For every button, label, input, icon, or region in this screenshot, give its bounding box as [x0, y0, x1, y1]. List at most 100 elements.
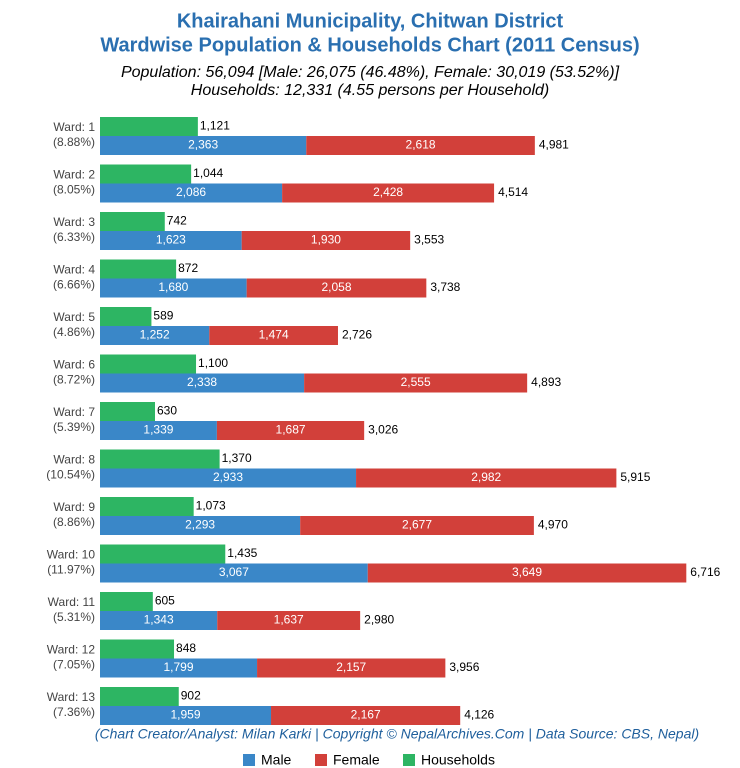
- total-label: 5,915: [620, 470, 650, 484]
- category-share: (4.86%): [53, 325, 95, 339]
- total-label: 3,026: [368, 423, 398, 437]
- legend-swatch: [315, 754, 327, 766]
- bar: [271, 706, 461, 725]
- value-label: 2,618: [406, 138, 436, 152]
- category-label: Ward: 5: [53, 310, 95, 324]
- value-label: 2,167: [351, 708, 381, 722]
- category-label: Ward: 1: [53, 120, 95, 134]
- category-label: Ward: 4: [53, 263, 95, 277]
- category-label: Ward: 12: [47, 643, 96, 657]
- value-label: 1,474: [259, 328, 289, 342]
- category-label: Ward: 3: [53, 215, 95, 229]
- category-share: (6.33%): [53, 230, 95, 244]
- value-label: 1,680: [158, 280, 188, 294]
- total-label: 4,126: [464, 708, 494, 722]
- bar: [100, 259, 177, 279]
- category-label: Ward: 6: [53, 358, 95, 372]
- value-label: 872: [178, 261, 198, 275]
- legend-swatch: [243, 754, 255, 766]
- value-label: 3,649: [512, 565, 542, 579]
- legend-label: Households: [421, 752, 495, 768]
- category-share: (7.05%): [53, 658, 95, 672]
- value-label: 1,687: [276, 423, 306, 437]
- bar: [246, 278, 427, 298]
- category-share: (5.39%): [53, 420, 95, 434]
- category-share: (8.05%): [53, 183, 95, 197]
- value-label: 2,428: [373, 185, 403, 199]
- category-share: (5.31%): [53, 610, 95, 624]
- value-label: 1,339: [143, 423, 173, 437]
- category-label: Ward: 10: [47, 548, 96, 562]
- value-label: 630: [157, 404, 177, 418]
- category-share: (8.72%): [53, 373, 95, 387]
- category-share: (6.66%): [53, 278, 95, 292]
- total-label: 4,970: [538, 518, 568, 532]
- value-label: 1,343: [144, 613, 174, 627]
- bar: [100, 326, 210, 345]
- category-label: Ward: 11: [48, 595, 96, 609]
- total-label: 4,893: [531, 375, 561, 389]
- value-label: 2,058: [321, 280, 351, 294]
- value-label: 2,555: [401, 375, 431, 389]
- value-label: 1,370: [222, 451, 252, 465]
- bar: [100, 706, 272, 725]
- bar: [209, 326, 338, 345]
- total-label: 4,981: [539, 138, 569, 152]
- category-share: (8.88%): [53, 135, 95, 149]
- chart-title: Khairahani Municipality, Chitwan Distric…: [177, 10, 564, 32]
- bar: [217, 611, 361, 630]
- value-label: 902: [181, 689, 201, 703]
- total-label: 4,514: [498, 185, 528, 199]
- bar: [356, 468, 617, 488]
- value-label: 1,121: [200, 119, 230, 133]
- bar: [100, 449, 220, 469]
- category-label: Ward: 9: [53, 500, 95, 514]
- category-share: (8.86%): [53, 515, 95, 529]
- bar: [100, 611, 218, 630]
- value-label: 1,073: [196, 499, 226, 513]
- bar: [216, 421, 365, 440]
- bar: [100, 516, 301, 535]
- total-label: 3,738: [430, 280, 460, 294]
- category-label: Ward: 2: [53, 168, 95, 182]
- value-label: 2,338: [187, 375, 217, 389]
- legend-label: Female: [333, 752, 380, 768]
- value-label: 605: [155, 594, 175, 608]
- bar: [100, 278, 247, 298]
- bar: [100, 402, 155, 421]
- bar: [100, 212, 165, 231]
- bar: [100, 421, 217, 440]
- bar: [100, 307, 152, 326]
- legend-label: Male: [261, 752, 292, 768]
- bar: [282, 183, 495, 203]
- category-label: Ward: 7: [53, 405, 95, 419]
- value-label: 1,637: [274, 613, 304, 627]
- bar: [100, 563, 368, 583]
- category-share: (11.97%): [47, 563, 95, 577]
- value-label: 2,293: [185, 518, 215, 532]
- bar: [100, 544, 226, 564]
- value-label: 589: [153, 309, 173, 323]
- value-label: 1,959: [170, 708, 200, 722]
- chart-subtitle: Households: 12,331 (4.55 persons per Hou…: [191, 82, 549, 99]
- bar: [100, 497, 194, 516]
- value-label: 2,157: [336, 660, 366, 674]
- total-label: 3,956: [449, 660, 479, 674]
- footer: (Chart Creator/Analyst: Milan Karki | Co…: [95, 726, 699, 742]
- value-label: 2,363: [188, 138, 218, 152]
- value-label: 1,044: [193, 166, 223, 180]
- bar: [100, 592, 153, 611]
- chart-subtitle: Population: 56,094 [Male: 26,075 (46.48%…: [121, 64, 620, 81]
- value-label: 2,086: [176, 185, 206, 199]
- bar: [306, 136, 535, 155]
- value-label: 742: [167, 214, 187, 228]
- total-label: 2,726: [342, 328, 372, 342]
- bar: [300, 516, 534, 535]
- value-label: 1,435: [227, 546, 257, 560]
- value-label: 848: [176, 641, 196, 655]
- category-share: (7.36%): [53, 705, 95, 719]
- legend-swatch: [403, 754, 415, 766]
- value-label: 1,623: [156, 233, 186, 247]
- bar: [100, 354, 197, 374]
- total-label: 2,980: [364, 613, 394, 627]
